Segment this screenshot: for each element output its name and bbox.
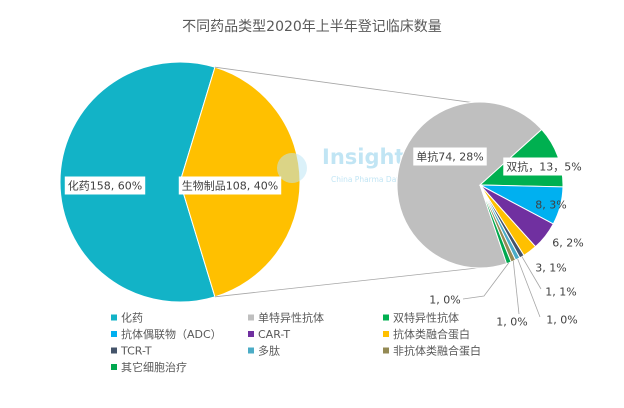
leader-line-6 xyxy=(517,258,541,318)
leader-line-7 xyxy=(512,260,520,315)
legend-item: 抗体偶联物（ADC） xyxy=(111,327,222,341)
data-label-text: 双抗，13，5% xyxy=(506,160,581,174)
data-label-text: 生物制品108, 40% xyxy=(182,179,278,193)
legend-item: 双特异性抗体 xyxy=(383,311,459,325)
legend-swatch xyxy=(383,314,389,321)
legend-label: 多肽 xyxy=(258,344,280,358)
legend-item: 抗体类融合蛋白 xyxy=(383,327,470,341)
secondary-pie xyxy=(396,101,564,269)
legend-label: 抗体偶联物（ADC） xyxy=(121,327,222,341)
data-label-text: 1, 1% xyxy=(545,286,576,299)
watermark-tagline: China Pharma Data xyxy=(331,175,404,184)
legend-swatch xyxy=(248,347,254,354)
secondary-pie-label-4: 3, 1% xyxy=(535,262,566,275)
data-label-text: 6, 2% xyxy=(552,237,583,250)
legend-swatch xyxy=(248,314,254,321)
legend-label: 化药 xyxy=(121,311,143,325)
series-line-bottom xyxy=(214,265,501,298)
data-label-box xyxy=(178,176,282,195)
legend-item: 多肽 xyxy=(248,344,280,358)
legend-swatch xyxy=(111,331,117,337)
data-label-text: 1, 0% xyxy=(546,314,577,327)
watermark: Insight China Pharma Data xyxy=(277,145,404,184)
secondary-pie-label-1: 双抗，13，5% xyxy=(503,157,585,176)
leader-lines xyxy=(462,256,542,318)
legend-swatch xyxy=(111,364,117,370)
series-line-top xyxy=(214,66,472,103)
legend-swatch xyxy=(111,314,117,321)
watermark-logo-icon xyxy=(277,153,307,183)
chart-title: 不同药品类型2020年上半年登记临床数量 xyxy=(182,19,442,35)
legend-label: 单特异性抗体 xyxy=(258,311,324,325)
data-labels: 化药158, 60% 生物制品108, 40% 单抗74, 28% 双抗，13，5% 8… xyxy=(64,147,585,329)
legend-item: 单特异性抗体 xyxy=(248,311,324,325)
watermark-brand: Insight xyxy=(322,145,404,169)
legend-item: 非抗体类融合蛋白 xyxy=(383,344,481,358)
secondary-pie-slice-0 xyxy=(396,101,543,269)
data-label-text: 化药158, 60% xyxy=(68,179,142,193)
legend-label: TCR-T xyxy=(120,345,152,358)
secondary-pie-label-5: 1, 1% xyxy=(545,286,576,299)
legend-swatch xyxy=(111,347,117,354)
legend-item: TCR-T xyxy=(111,345,152,358)
legend-swatch xyxy=(248,331,254,337)
leader-line-5 xyxy=(521,256,542,290)
legend-item: CAR-T xyxy=(248,328,290,341)
legend-label: 非抗体类融合蛋白 xyxy=(393,344,481,358)
main-pie-label-0: 化药158, 60% xyxy=(64,176,146,195)
secondary-pie-label-0: 单抗74, 28% xyxy=(413,147,487,166)
legend-swatch xyxy=(383,347,389,354)
secondary-pie-label-8: 1, 0% xyxy=(429,294,460,307)
legend-label: CAR-T xyxy=(258,328,290,341)
legend-label: 双特异性抗体 xyxy=(393,311,459,325)
secondary-pie-label-2: 8, 3% xyxy=(535,199,566,212)
data-label-box xyxy=(64,176,146,195)
secondary-pie-label-3: 6, 2% xyxy=(552,237,583,250)
leader-line-8 xyxy=(462,262,510,300)
secondary-pie-slice-8 xyxy=(479,184,512,265)
legend-label: 抗体类融合蛋白 xyxy=(393,327,470,341)
data-label-text: 单抗74, 28% xyxy=(416,150,483,164)
legend-item: 化药 xyxy=(111,311,143,325)
series-lines xyxy=(214,66,501,298)
legend-item: 其它细胞治疗 xyxy=(111,360,187,374)
legend-label: 其它细胞治疗 xyxy=(121,360,187,374)
data-label-text: 1, 0% xyxy=(429,294,460,307)
data-label-text: 3, 1% xyxy=(535,262,566,275)
data-label-text: 1, 0% xyxy=(496,316,527,329)
data-label-box xyxy=(413,147,487,166)
main-pie-label-1: 生物制品108, 40% xyxy=(178,176,282,195)
secondary-pie-label-7: 1, 0% xyxy=(496,316,527,329)
data-label-text: 8, 3% xyxy=(535,199,566,212)
secondary-pie-label-6: 1, 0% xyxy=(546,314,577,327)
data-label-box xyxy=(503,157,585,176)
legend-swatch xyxy=(383,331,389,337)
